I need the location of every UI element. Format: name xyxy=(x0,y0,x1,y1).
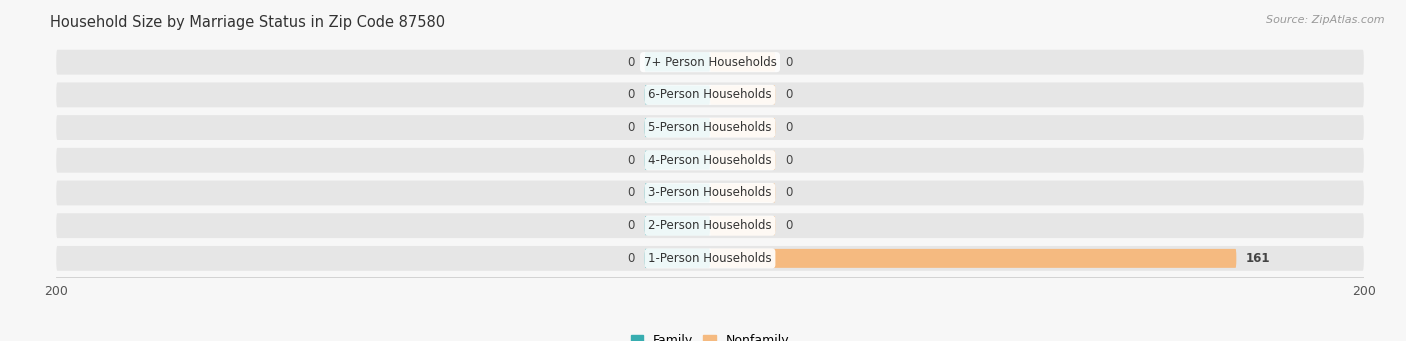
Text: 0: 0 xyxy=(785,88,793,101)
FancyBboxPatch shape xyxy=(710,216,776,235)
FancyBboxPatch shape xyxy=(56,180,1364,205)
FancyBboxPatch shape xyxy=(644,183,710,203)
Text: Household Size by Marriage Status in Zip Code 87580: Household Size by Marriage Status in Zip… xyxy=(49,15,444,30)
FancyBboxPatch shape xyxy=(644,53,710,72)
FancyBboxPatch shape xyxy=(710,151,776,170)
Text: 3-Person Households: 3-Person Households xyxy=(648,187,772,199)
FancyBboxPatch shape xyxy=(644,118,710,137)
Text: 0: 0 xyxy=(627,154,636,167)
Text: 0: 0 xyxy=(785,219,793,232)
Text: 0: 0 xyxy=(627,187,636,199)
FancyBboxPatch shape xyxy=(56,213,1364,238)
Text: 0: 0 xyxy=(785,121,793,134)
FancyBboxPatch shape xyxy=(644,151,710,170)
Text: 161: 161 xyxy=(1246,252,1271,265)
Text: 0: 0 xyxy=(627,88,636,101)
Text: 6-Person Households: 6-Person Households xyxy=(648,88,772,101)
Text: 0: 0 xyxy=(785,56,793,69)
FancyBboxPatch shape xyxy=(644,249,710,268)
FancyBboxPatch shape xyxy=(644,85,710,104)
FancyBboxPatch shape xyxy=(644,216,710,235)
Text: 0: 0 xyxy=(785,154,793,167)
FancyBboxPatch shape xyxy=(710,53,776,72)
Text: 0: 0 xyxy=(785,187,793,199)
FancyBboxPatch shape xyxy=(710,85,776,104)
FancyBboxPatch shape xyxy=(56,50,1364,75)
Text: 0: 0 xyxy=(627,252,636,265)
FancyBboxPatch shape xyxy=(56,115,1364,140)
Text: 1-Person Households: 1-Person Households xyxy=(648,252,772,265)
FancyBboxPatch shape xyxy=(56,148,1364,173)
Text: 5-Person Households: 5-Person Households xyxy=(648,121,772,134)
Legend: Family, Nonfamily: Family, Nonfamily xyxy=(626,329,794,341)
Text: 2-Person Households: 2-Person Households xyxy=(648,219,772,232)
Text: 0: 0 xyxy=(627,56,636,69)
FancyBboxPatch shape xyxy=(710,118,776,137)
FancyBboxPatch shape xyxy=(56,246,1364,271)
FancyBboxPatch shape xyxy=(710,183,776,203)
Text: 4-Person Households: 4-Person Households xyxy=(648,154,772,167)
FancyBboxPatch shape xyxy=(710,249,1236,268)
Text: 0: 0 xyxy=(627,121,636,134)
Text: 7+ Person Households: 7+ Person Households xyxy=(644,56,776,69)
FancyBboxPatch shape xyxy=(56,83,1364,107)
Text: Source: ZipAtlas.com: Source: ZipAtlas.com xyxy=(1267,15,1385,25)
Text: 0: 0 xyxy=(627,219,636,232)
